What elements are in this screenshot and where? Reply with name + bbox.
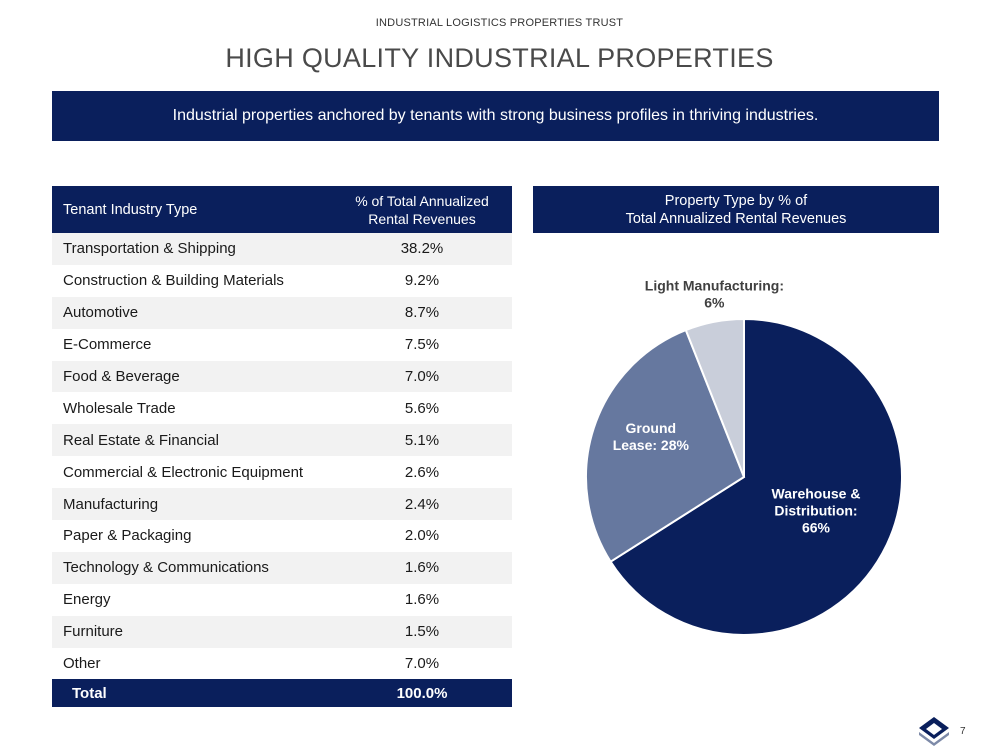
pie-header-line1: Property Type by % of bbox=[664, 192, 808, 209]
pie-slice-label: Ground Lease: 28% bbox=[613, 420, 690, 453]
industry-cell: Manufacturing bbox=[63, 495, 159, 513]
pct-cell: 1.5% bbox=[404, 623, 440, 641]
col-header-pct: % of Total Annualized Rental Revenues bbox=[332, 192, 512, 228]
pct-cell: 7.0% bbox=[404, 655, 440, 673]
pie-label-line: 6% bbox=[704, 294, 725, 310]
pie-label-line: Lease: 28% bbox=[613, 437, 690, 453]
pct-cell: 1.6% bbox=[404, 591, 440, 609]
col-header-industry: Tenant Industry Type bbox=[63, 201, 198, 218]
table-body: Transportation & Shipping 38.2% Construct… bbox=[52, 233, 512, 680]
pie-slice-label: Warehouse & Distribution: 66% bbox=[772, 486, 861, 536]
pie-slice-label: Light Manufacturing: 6% bbox=[645, 277, 784, 310]
industry-cell: Furniture bbox=[63, 623, 124, 641]
pct-cell: 9.2% bbox=[404, 272, 440, 290]
company-name: INDUSTRIAL LOGISTICS PROPERTIES TRUST bbox=[375, 17, 624, 29]
industry-cell: Food & Beverage bbox=[63, 368, 180, 385]
pct-cell: 2.0% bbox=[404, 527, 440, 545]
industry-cell: Automotive bbox=[63, 304, 139, 322]
pie-label-line: Ground bbox=[626, 420, 677, 436]
tenant-industry-table: Tenant Industry Type % of Total Annualiz… bbox=[52, 186, 512, 708]
table-row: Furniture 1.5% bbox=[52, 615, 512, 648]
company-logo-icon bbox=[919, 717, 949, 746]
industry-cell: Commercial & Electronic Equipment bbox=[63, 463, 304, 481]
table-row: Commercial & Electronic Equipment 2.6% bbox=[52, 456, 512, 489]
banner-text: Industrial properties anchored by tenant… bbox=[172, 107, 819, 124]
total-value: 100.0% bbox=[396, 684, 448, 702]
pct-cell: 2.6% bbox=[404, 463, 440, 481]
page-number: 7 bbox=[960, 726, 966, 737]
pct-cell: 7.5% bbox=[404, 336, 440, 354]
pie-chart-header: Property Type by % of Total Annualized R… bbox=[533, 186, 939, 233]
table-row: Wholesale Trade 5.6% bbox=[52, 392, 512, 425]
table-row: Technology & Communications 1.6% bbox=[52, 551, 512, 584]
pct-cell: 5.1% bbox=[404, 431, 440, 449]
pct-cell: 38.2% bbox=[400, 240, 444, 258]
property-type-pie-chart: Warehouse & Distribution: 66% Ground Lease: … bbox=[585, 277, 903, 636]
industry-cell: Other bbox=[63, 655, 101, 673]
pie-label-line: Warehouse & bbox=[772, 486, 861, 502]
industry-cell: Energy bbox=[63, 591, 111, 609]
pie-label-line: Distribution: bbox=[774, 503, 857, 519]
table-row: Energy 1.6% bbox=[52, 583, 512, 616]
industry-cell: Wholesale Trade bbox=[63, 399, 176, 417]
table-row: Transportation & Shipping 38.2% bbox=[52, 233, 512, 265]
industry-cell: E-Commerce bbox=[63, 336, 152, 354]
page-title: HIGH QUALITY INDUSTRIAL PROPERTIES bbox=[225, 43, 774, 73]
table-row: Real Estate & Financial 5.1% bbox=[52, 424, 512, 457]
table-row: Food & Beverage 7.0% bbox=[52, 360, 512, 393]
table-row: Construction & Building Materials 9.2% bbox=[52, 264, 512, 297]
table-row: Manufacturing 2.4% bbox=[52, 488, 512, 521]
pct-cell: 5.6% bbox=[404, 399, 440, 417]
table-row: Automotive 8.7% bbox=[52, 296, 512, 329]
total-label: Total bbox=[72, 684, 107, 702]
pct-cell: 7.0% bbox=[404, 368, 440, 385]
industry-cell: Paper & Packaging bbox=[63, 527, 192, 545]
pie-slice bbox=[585, 328, 746, 564]
pie-label-line: 66% bbox=[802, 520, 831, 536]
pie-header-line2: Total Annualized Rental Revenues bbox=[625, 210, 847, 227]
pie-slice bbox=[609, 317, 903, 636]
industry-cell: Technology & Communications bbox=[63, 559, 269, 577]
table-total-row: Total 100.0% bbox=[52, 679, 512, 708]
pie-slice bbox=[684, 317, 745, 478]
pct-cell: 1.6% bbox=[404, 559, 440, 577]
col-header-pct-line2: Rental Revenues bbox=[368, 210, 476, 227]
pct-cell: 8.7% bbox=[404, 304, 440, 322]
summary-banner: Industrial properties anchored by tenant… bbox=[52, 91, 939, 141]
industry-cell: Real Estate & Financial bbox=[63, 431, 219, 449]
pie-label-line: Light Manufacturing: bbox=[645, 277, 784, 293]
table-row: Other 7.0% bbox=[52, 647, 512, 680]
table-header: Tenant Industry Type % of Total Annualiz… bbox=[52, 186, 512, 233]
pct-cell: 2.4% bbox=[404, 495, 440, 513]
table-row: E-Commerce 7.5% bbox=[52, 328, 512, 361]
table-row: Paper & Packaging 2.0% bbox=[52, 520, 512, 552]
col-header-pct-line1: % of Total Annualized bbox=[355, 192, 489, 209]
industry-cell: Transportation & Shipping bbox=[63, 240, 236, 258]
industry-cell: Construction & Building Materials bbox=[63, 272, 284, 290]
